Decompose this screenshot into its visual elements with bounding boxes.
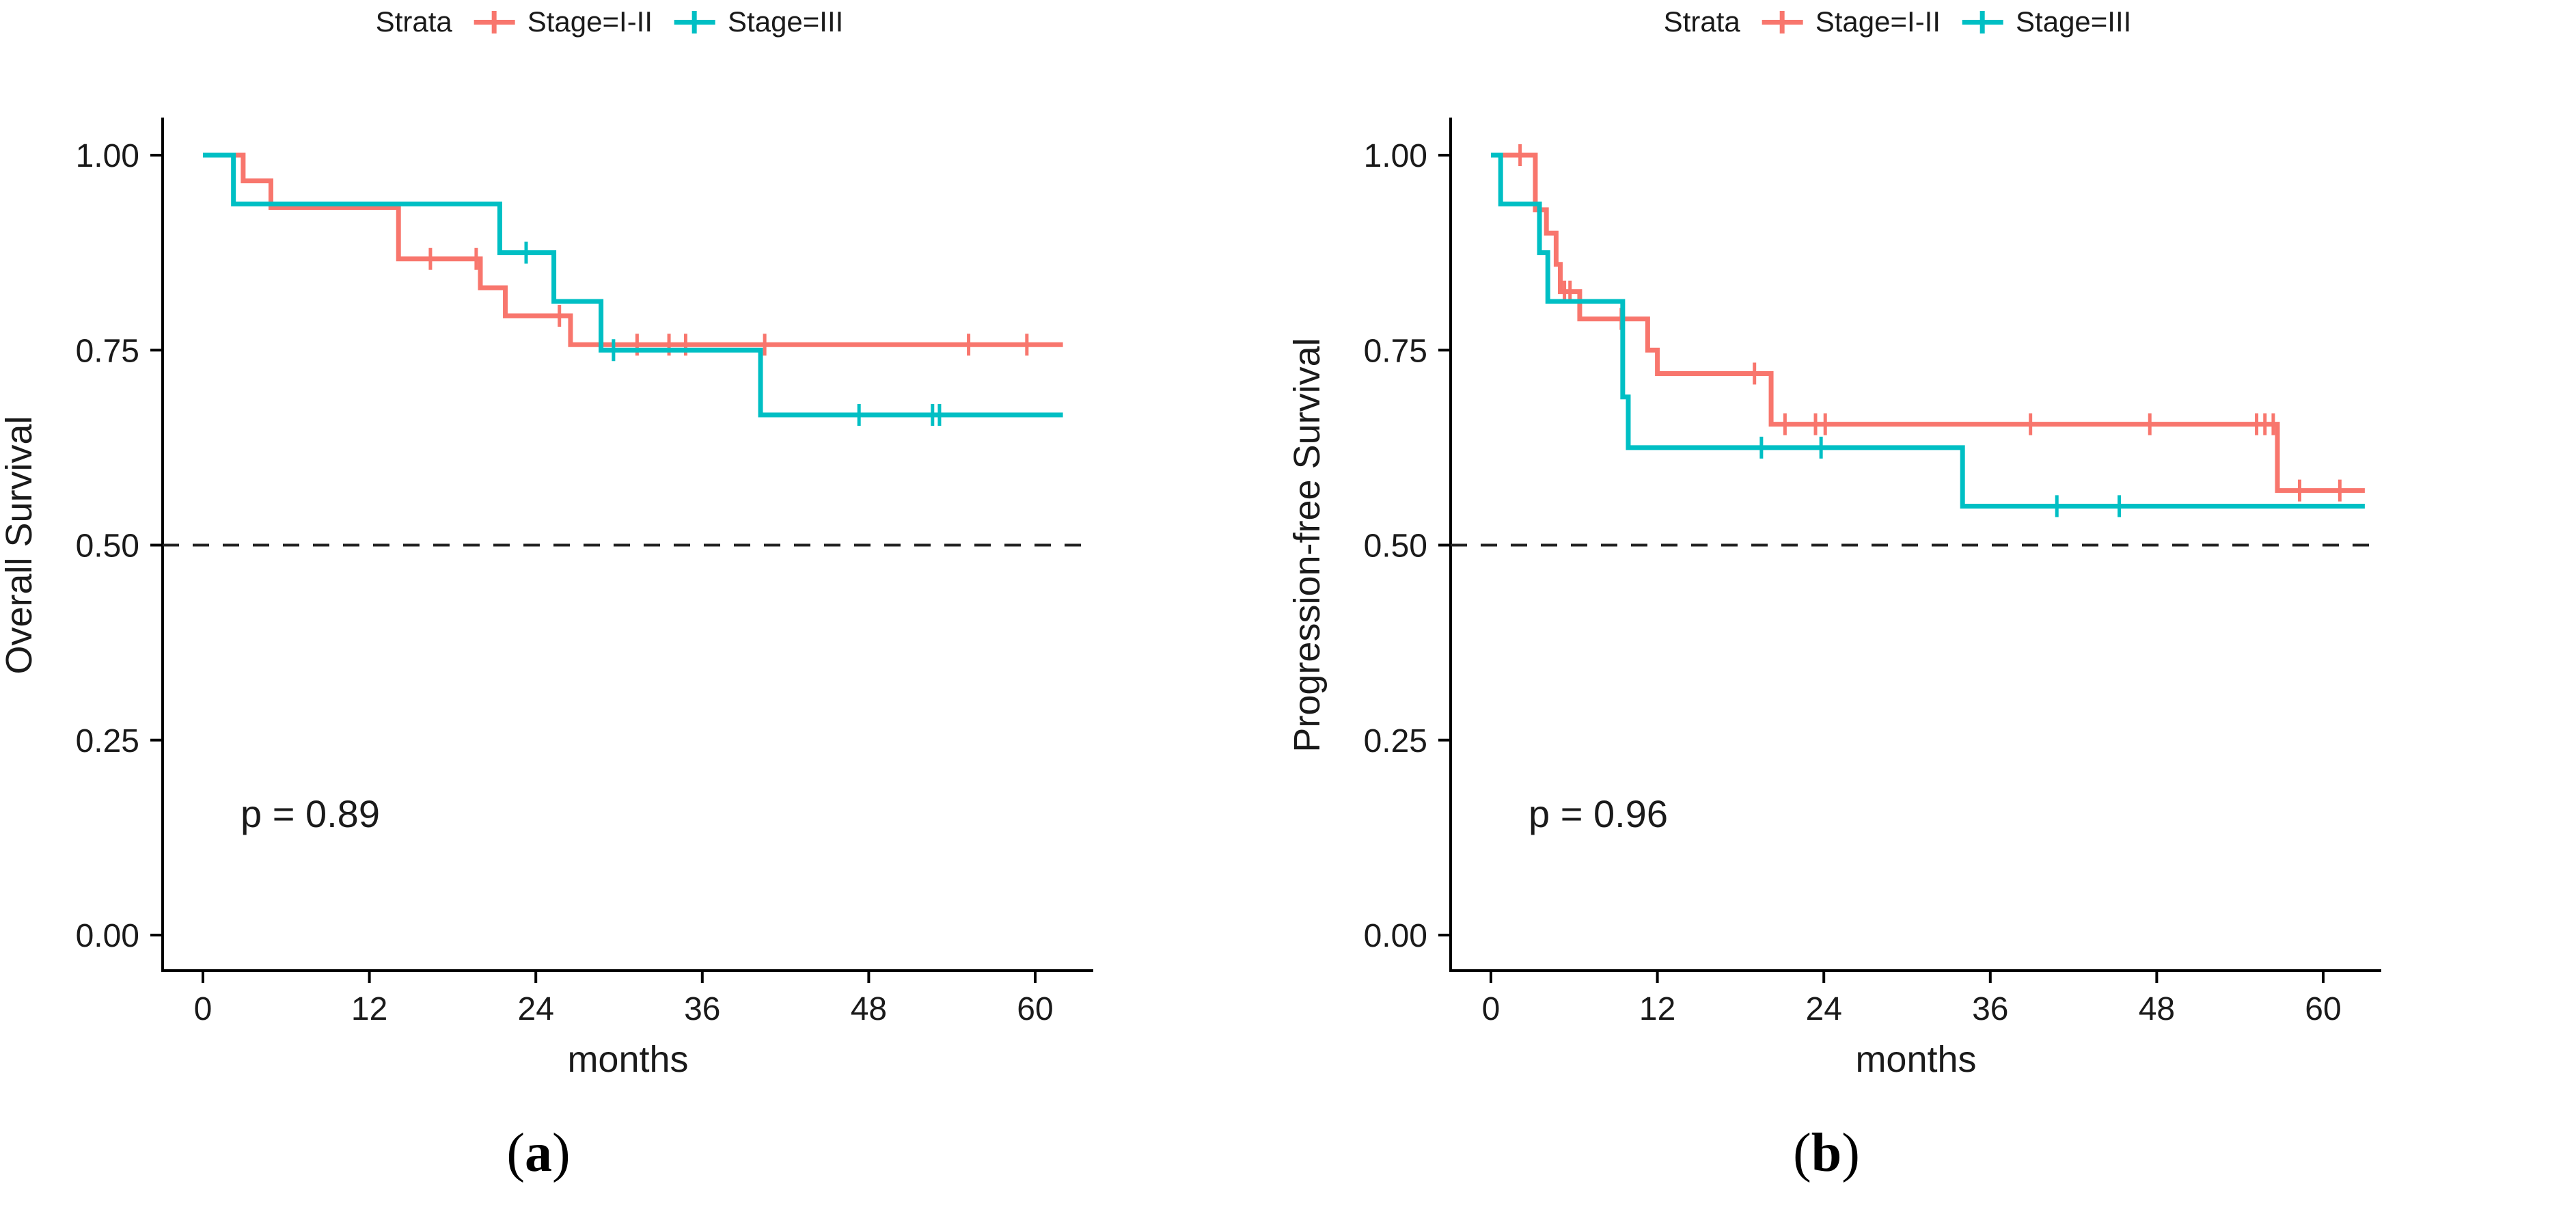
censor-ticks: [524, 241, 942, 426]
plus-line-key-icon: [1762, 11, 1803, 33]
x-tick-label: 12: [1639, 991, 1675, 1027]
caption-a: (a): [506, 1123, 571, 1183]
x-axis-title: months: [567, 1039, 688, 1080]
y-tick-label: 1.00: [1364, 138, 1427, 174]
panel-overall-survival: Strata Stage=I-II Stage=III 1.00 0.75 0.50…: [0, 5, 1093, 1183]
x-tick-label: 36: [1972, 991, 2008, 1027]
legend: Strata Stage=I-II Stage=III: [1664, 5, 2132, 38]
y-ticks: 1.00 0.75 0.50 0.25 0.00: [1364, 138, 1451, 954]
y-tick-label: 0.00: [1364, 918, 1427, 954]
plus-line-key-icon: [1962, 11, 2004, 33]
p-value-label: p = 0.96: [1529, 792, 1668, 835]
legend-item-stage-3: Stage=III: [673, 5, 843, 38]
survival-step-curve: [1491, 152, 2365, 494]
y-tick-label: 0.00: [76, 918, 139, 954]
panel-progression-free-survival: Strata Stage=I-II Stage=III 1.00 0.75 0.50…: [1288, 0, 2576, 1216]
series-stage-i-ii: [203, 152, 1063, 356]
x-tick-label: 0: [194, 991, 213, 1027]
y-tick-label: 0.75: [76, 333, 139, 369]
legend-item-stage-3: Stage=III: [1961, 5, 2131, 38]
censor-ticks: [428, 247, 1029, 356]
x-ticks: 0 12 24 36 48 60: [1482, 971, 2342, 1027]
censor-ticks: [1759, 436, 2122, 517]
y-tick-label: 0.25: [76, 723, 139, 759]
x-ticks: 0 12 24 36 48 60: [194, 971, 1054, 1027]
legend-item-label: Stage=I-II: [527, 5, 653, 38]
series-stage-iii: [203, 152, 1063, 426]
x-tick-label: 24: [1806, 991, 1842, 1027]
p-value-label: p = 0.89: [241, 792, 380, 835]
x-tick-label: 12: [351, 991, 387, 1027]
plus-line-key-icon: [674, 11, 716, 33]
x-axis-title: months: [1855, 1039, 1976, 1080]
legend-title: Strata: [375, 5, 452, 38]
survival-step-curve: [203, 152, 1063, 418]
legend: Strata Stage=I-II Stage=III: [376, 5, 844, 38]
x-tick-label: 48: [851, 991, 887, 1027]
x-tick-label: 60: [2305, 991, 2341, 1027]
caption-b: (b): [1793, 1123, 1860, 1183]
legend-item-label: Stage=III: [728, 5, 844, 38]
survival-step-curve: [203, 152, 1063, 347]
y-tick-label: 0.50: [76, 528, 139, 565]
legend-title: Strata: [1663, 5, 1740, 38]
y-tick-label: 1.00: [76, 138, 139, 174]
legend-item-stage-1-2: Stage=I-II: [1761, 5, 1941, 38]
y-axis-title: Overall Survival: [0, 416, 40, 674]
series-stage-iii: [1491, 152, 2365, 517]
legend-item-label: Stage=I-II: [1815, 5, 1941, 38]
km-plot-progression-free-survival: 1.00 0.75 0.50 0.25 0.00 0 12 24 36 48 60 months Pro…: [1288, 118, 2381, 1080]
x-tick-label: 60: [1017, 991, 1053, 1027]
survival-step-curve: [1491, 152, 2365, 509]
km-plot-overall-survival: 1.00 0.75 0.50 0.25 0.00 0 12 24 36 48 60 months Ove…: [0, 118, 1093, 1080]
y-tick-label: 0.50: [1364, 528, 1427, 565]
y-tick-label: 0.25: [1364, 723, 1427, 759]
x-tick-label: 36: [684, 991, 720, 1027]
x-tick-label: 0: [1482, 991, 1501, 1027]
x-tick-label: 48: [2139, 991, 2175, 1027]
y-axis-title: Progression-free Survival: [1288, 338, 1328, 752]
plus-line-key-icon: [474, 11, 515, 33]
legend-item-stage-1-2: Stage=I-II: [473, 5, 653, 38]
y-tick-label: 0.75: [1364, 333, 1427, 369]
x-tick-label: 24: [518, 991, 554, 1027]
legend-item-label: Stage=III: [2016, 5, 2132, 38]
y-ticks: 1.00 0.75 0.50 0.25 0.00: [76, 138, 163, 954]
